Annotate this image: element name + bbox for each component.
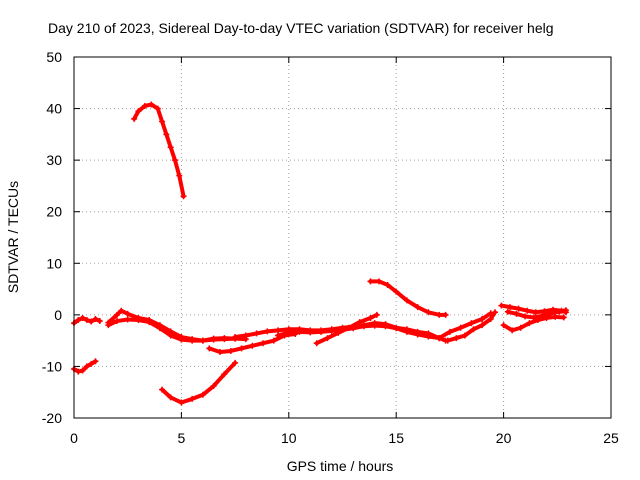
y-tick-label: 20 [46,204,62,220]
data-point [92,358,99,365]
chart-title: Day 210 of 2023, Sidereal Day-to-day VTE… [48,20,554,36]
series-arc-10 [313,311,380,347]
x-tick-label: 15 [388,430,404,446]
data-point [232,359,239,366]
series-arc-13 [444,309,499,344]
series-arc-12 [436,310,494,342]
data-trace [200,384,216,397]
data-point [442,311,449,318]
y-tick-label: 10 [46,255,62,271]
data-point [96,318,103,325]
data-trace [157,323,173,334]
y-axis-label: SDTVAR / TECUs [5,181,21,293]
x-tick-label: 5 [178,430,186,446]
x-axis-label: GPS time / hours [287,458,394,474]
data-point [560,314,567,321]
data-trace [346,320,362,330]
data-trace [211,372,227,389]
data-trace [177,173,186,199]
y-tick-label: -10 [42,358,62,374]
x-tick-label: 0 [70,430,78,446]
x-axis: 0 5 10 15 20 25 [70,57,619,446]
y-axis: -20 -10 0 10 20 30 40 50 [42,49,611,426]
series-arc-5 [131,101,187,200]
data-trace [480,311,493,321]
plot-frame [73,56,612,419]
data-trace [437,329,452,341]
data-series [71,101,569,406]
series-arc-7 [206,330,299,355]
series-arc-4 [105,316,249,344]
y-tick-label: -20 [42,410,62,426]
series-arc-6 [159,359,239,406]
data-point [180,193,187,200]
series-arc-16 [504,307,569,321]
data-point [562,307,569,314]
grid [74,57,611,418]
data-trace [147,320,162,331]
x-tick-label: 20 [496,430,512,446]
data-trace [394,289,409,303]
data-point [373,311,380,318]
series-arc-2 [71,358,99,375]
y-tick-label: 0 [54,307,62,323]
data-trace [157,326,173,338]
y-tick-label: 40 [46,101,62,117]
data-trace [222,360,238,377]
y-tick-label: 30 [46,152,62,168]
series-arc-11 [367,278,449,318]
series-arc-15 [500,313,567,334]
y-tick-label: 50 [46,49,62,65]
x-tick-label: 25 [603,430,619,446]
data-point [492,309,499,316]
data-trace [404,298,420,310]
series-arc-1 [71,314,103,327]
x-tick-label: 10 [281,430,297,446]
data-trace [168,329,184,340]
